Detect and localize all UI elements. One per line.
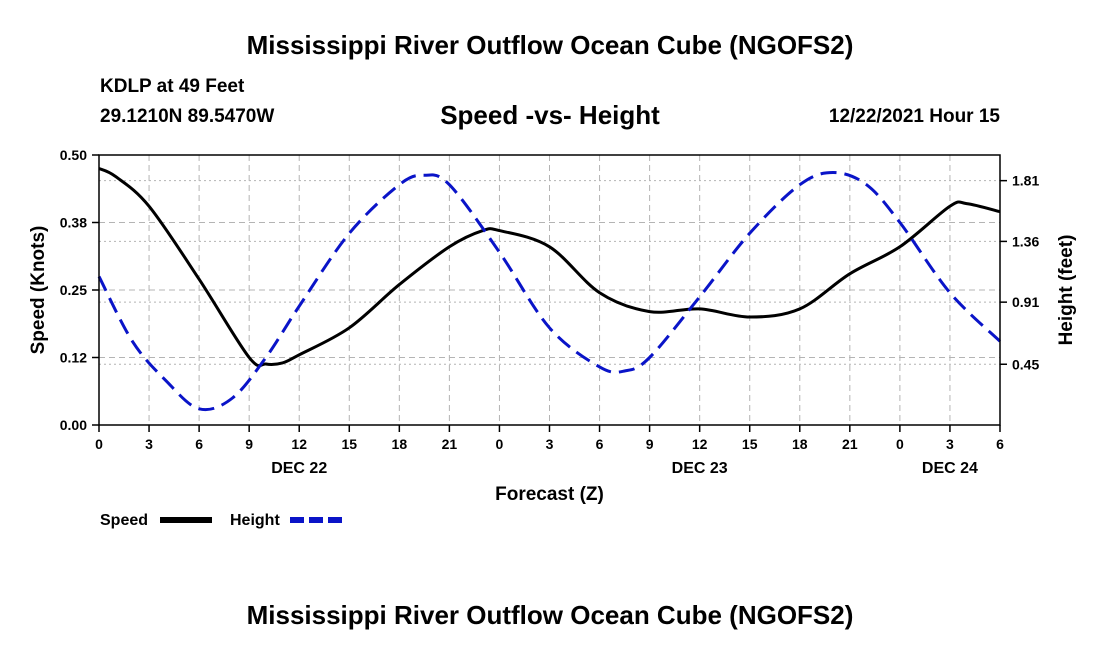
y-tick-label-right: 1.36 xyxy=(1012,233,1039,249)
x-tick-label: 6 xyxy=(996,436,1004,452)
y-tick-label-left: 0.12 xyxy=(60,350,87,366)
x-tick-label: 9 xyxy=(646,436,654,452)
x-tick-label: 15 xyxy=(341,436,357,452)
y-tick-label-right: 0.45 xyxy=(1012,356,1039,372)
footer-title: Mississippi River Outflow Ocean Cube (NG… xyxy=(246,600,854,630)
x-tick-label: 21 xyxy=(442,436,458,452)
x-tick-label: 18 xyxy=(792,436,808,452)
legend: Speed Height xyxy=(100,512,342,529)
x-tick-label: 0 xyxy=(896,436,904,452)
station-label: KDLP at 49 Feet xyxy=(100,76,245,97)
x-tick-label: 0 xyxy=(95,436,103,452)
x-tick-label: 15 xyxy=(742,436,758,452)
y-axis-title-left: Speed (Knots) xyxy=(28,226,49,355)
y-axis-title-right: Height (feet) xyxy=(1056,235,1077,346)
legend-speed-label: Speed xyxy=(100,512,148,529)
x-tick-label: 12 xyxy=(692,436,708,452)
coordinates-label: 29.1210N 89.5470W xyxy=(100,106,275,127)
x-tick-label: 18 xyxy=(392,436,408,452)
x-tick-label: 3 xyxy=(946,436,954,452)
axis-ticks xyxy=(92,154,1007,432)
date-label: DEC 23 xyxy=(672,460,728,477)
chart-main-title: Mississippi River Outflow Ocean Cube (NG… xyxy=(246,30,854,60)
grid-lines xyxy=(98,154,1001,426)
speed-series-line xyxy=(98,167,1001,368)
x-tick-label: 9 xyxy=(245,436,253,452)
x-tick-label: 12 xyxy=(291,436,307,452)
date-label: DEC 24 xyxy=(922,460,978,477)
y-tick-label-right: 0.91 xyxy=(1012,294,1039,310)
y-tick-label-left: 0.25 xyxy=(60,282,87,298)
x-tick-label: 3 xyxy=(145,436,153,452)
x-tick-label: 6 xyxy=(195,436,203,452)
height-series-line xyxy=(97,171,1002,412)
x-tick-label: 6 xyxy=(596,436,604,452)
series-lines xyxy=(97,167,1002,412)
y-tick-label-left: 0.38 xyxy=(60,215,87,231)
legend-height-label: Height xyxy=(230,512,280,529)
forecast-datetime: 12/22/2021 Hour 15 xyxy=(828,106,1000,127)
axis-labels: 0 3 6 9 12 15 18 21 0 3 6 9 12 15 18 21 0 3 6 DEC 22 DEC 23 D… xyxy=(60,147,1040,477)
y-tick-label-right: 1.81 xyxy=(1012,173,1039,189)
chart-subtitle: Speed -vs- Height xyxy=(440,100,660,130)
date-label: DEC 22 xyxy=(271,460,327,477)
x-axis-title: Forecast (Z) xyxy=(495,484,604,505)
x-tick-label: 0 xyxy=(496,436,504,452)
x-tick-label: 3 xyxy=(546,436,554,452)
y-tick-label-left: 0.00 xyxy=(60,417,87,433)
x-tick-label: 21 xyxy=(842,436,858,452)
y-tick-label-left: 0.50 xyxy=(60,147,87,163)
